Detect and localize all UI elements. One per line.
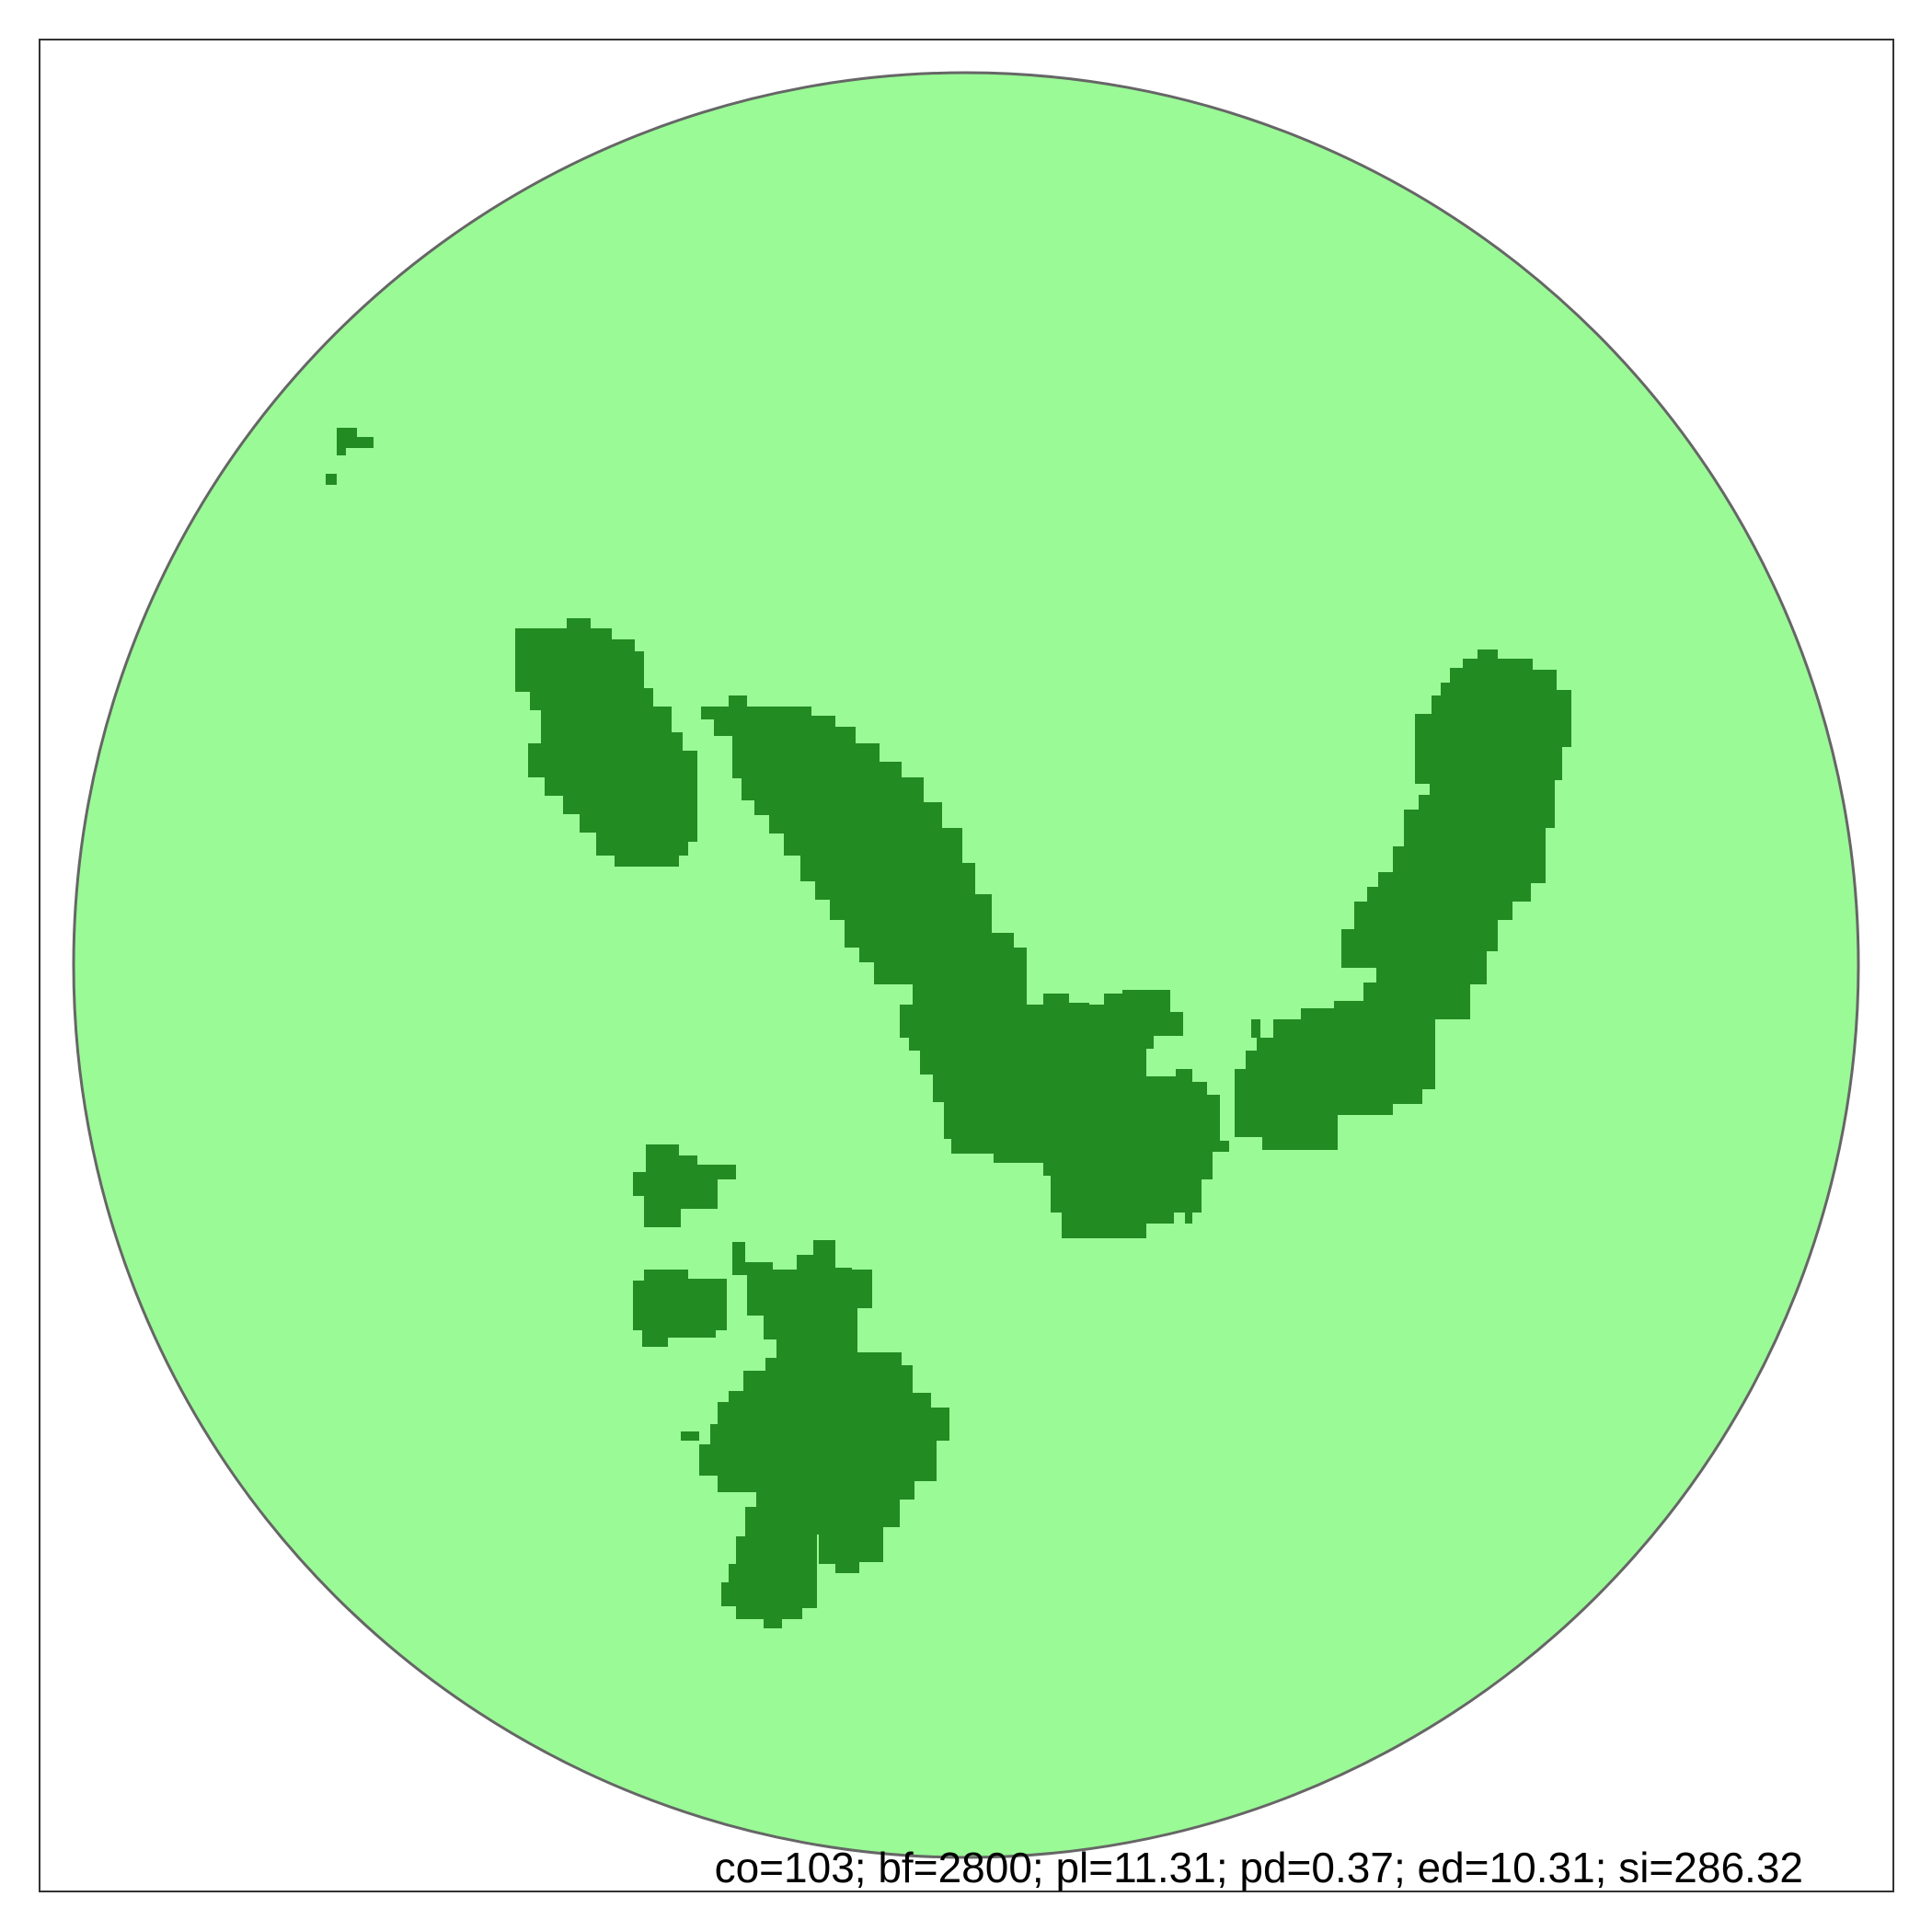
- patch-right: [1235, 649, 1571, 1150]
- patch-upper-left: [515, 618, 697, 867]
- forest-patches: [326, 428, 1571, 1628]
- stats-label: co=103; bf=2800; pl=11.31; pd=0.37; ed=1…: [715, 1844, 1803, 1891]
- plot-frame: [39, 39, 1894, 1892]
- patch-bottom-large: [699, 1240, 949, 1628]
- patch-small-top-left: [337, 428, 374, 455]
- patch-speck-bottom: [681, 1431, 699, 1441]
- patch-speck-right: [1251, 1019, 1260, 1038]
- patch-lower-left-small: [633, 1144, 736, 1227]
- patch-speck-top-left: [326, 474, 337, 485]
- patch-central-diagonal: [701, 695, 1229, 1238]
- patch-lower-left-block: [633, 1270, 727, 1347]
